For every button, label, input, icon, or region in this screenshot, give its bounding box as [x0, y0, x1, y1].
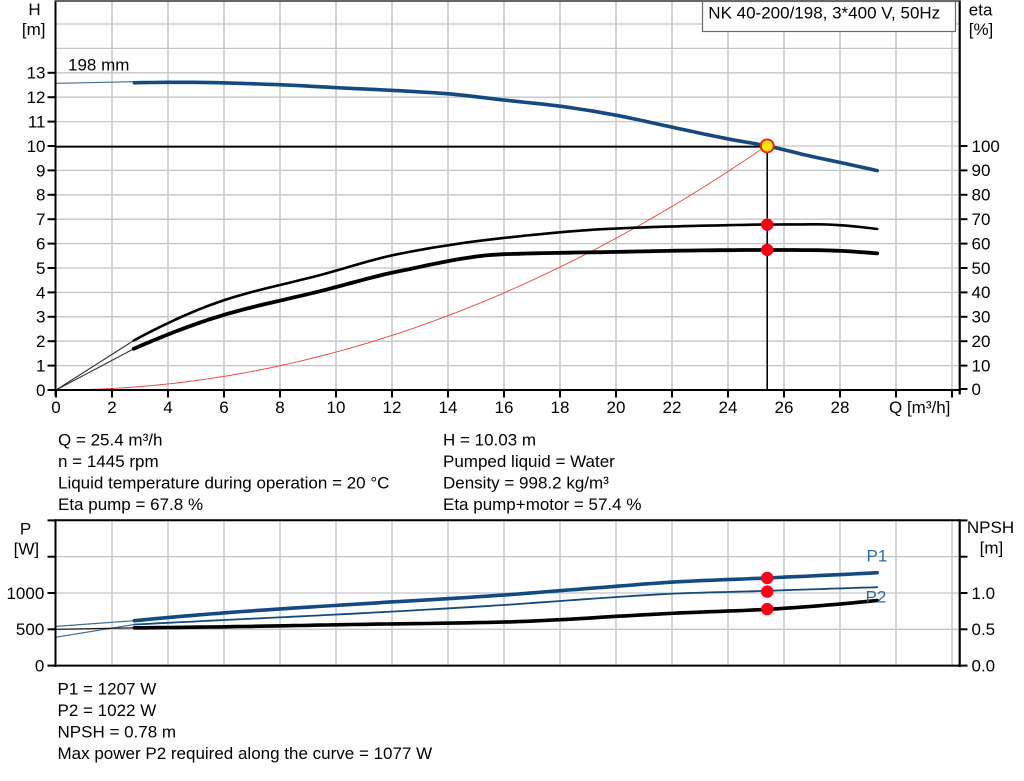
svg-text:H: H — [28, 0, 40, 19]
svg-text:P2 = 1022 W: P2 = 1022 W — [58, 701, 157, 720]
svg-text:NPSH: NPSH — [967, 518, 1014, 537]
svg-text:0: 0 — [35, 657, 44, 676]
svg-text:6: 6 — [219, 398, 228, 417]
svg-text:7: 7 — [36, 210, 45, 229]
svg-text:10: 10 — [327, 398, 346, 417]
svg-text:P2: P2 — [866, 587, 887, 606]
svg-text:10: 10 — [27, 137, 46, 156]
svg-text:0: 0 — [51, 398, 60, 417]
svg-text:2: 2 — [107, 398, 116, 417]
svg-text:H = 10.03 m: H = 10.03 m — [443, 431, 536, 450]
svg-text:90: 90 — [972, 161, 991, 180]
svg-text:16: 16 — [495, 398, 514, 417]
svg-text:4: 4 — [163, 398, 172, 417]
svg-text:24: 24 — [719, 398, 738, 417]
svg-text:20: 20 — [972, 332, 991, 351]
svg-text:0: 0 — [36, 381, 45, 400]
svg-text:Q = 25.4 m³/h: Q = 25.4 m³/h — [58, 431, 162, 450]
svg-text:NK 40-200/198, 3*400 V, 50Hz: NK 40-200/198, 3*400 V, 50Hz — [708, 4, 940, 23]
svg-text:Eta pump = 67.8 %: Eta pump = 67.8 % — [58, 495, 203, 514]
svg-text:2: 2 — [36, 332, 45, 351]
svg-text:Eta pump+motor = 57.4 %: Eta pump+motor = 57.4 % — [443, 495, 641, 514]
svg-text:50: 50 — [972, 259, 991, 278]
svg-text:3: 3 — [36, 308, 45, 327]
svg-text:500: 500 — [16, 620, 44, 639]
svg-text:198 mm: 198 mm — [68, 56, 129, 75]
svg-text:1000: 1000 — [6, 584, 44, 603]
svg-text:70: 70 — [972, 210, 991, 229]
svg-text:NPSH = 0.78 m: NPSH = 0.78 m — [58, 723, 177, 742]
svg-text:P1 = 1207 W: P1 = 1207 W — [58, 679, 157, 698]
svg-text:P: P — [20, 519, 31, 538]
svg-text:30: 30 — [972, 308, 991, 327]
svg-text:eta: eta — [969, 0, 993, 19]
svg-text:Pumped liquid = Water: Pumped liquid = Water — [443, 452, 615, 471]
svg-text:[m]: [m] — [980, 539, 1004, 558]
svg-text:5: 5 — [36, 259, 45, 278]
svg-text:20: 20 — [607, 398, 626, 417]
svg-text:14: 14 — [439, 398, 458, 417]
svg-text:8: 8 — [36, 186, 45, 205]
svg-text:0.0: 0.0 — [972, 656, 996, 675]
svg-text:100: 100 — [972, 137, 1000, 156]
svg-text:1: 1 — [36, 357, 45, 376]
svg-text:12: 12 — [383, 398, 402, 417]
svg-text:40: 40 — [972, 283, 991, 302]
svg-text:60: 60 — [972, 234, 991, 253]
svg-text:n = 1445 rpm: n = 1445 rpm — [58, 452, 159, 471]
svg-text:4: 4 — [36, 283, 45, 302]
svg-text:Liquid temperature during oper: Liquid temperature during operation = 20… — [58, 474, 389, 493]
svg-text:1.0: 1.0 — [972, 584, 996, 603]
svg-text:9: 9 — [36, 161, 45, 180]
svg-text:P1: P1 — [867, 547, 888, 566]
svg-text:Q [m³/h]: Q [m³/h] — [889, 398, 950, 417]
svg-text:28: 28 — [831, 398, 850, 417]
svg-text:[%]: [%] — [969, 20, 994, 39]
svg-text:6: 6 — [36, 235, 45, 254]
svg-text:10: 10 — [972, 356, 991, 375]
svg-text:Max power P2 required along th: Max power P2 required along the curve = … — [58, 744, 433, 763]
svg-text:Density = 998.2 kg/m³: Density = 998.2 kg/m³ — [443, 474, 609, 493]
svg-text:0.5: 0.5 — [972, 620, 996, 639]
svg-text:[m]: [m] — [22, 20, 46, 39]
svg-text:13: 13 — [27, 64, 46, 83]
svg-text:11: 11 — [28, 113, 46, 132]
svg-text:[W]: [W] — [14, 539, 40, 558]
svg-text:22: 22 — [663, 398, 682, 417]
svg-text:80: 80 — [972, 186, 991, 205]
svg-text:18: 18 — [551, 398, 570, 417]
svg-text:12: 12 — [27, 88, 46, 107]
svg-text:0: 0 — [972, 380, 981, 399]
svg-text:8: 8 — [275, 398, 284, 417]
svg-text:26: 26 — [775, 398, 794, 417]
